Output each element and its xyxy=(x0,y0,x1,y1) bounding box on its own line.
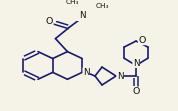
Text: N: N xyxy=(79,11,86,20)
Text: CH₃: CH₃ xyxy=(96,3,109,9)
Text: N: N xyxy=(117,71,123,80)
Text: N: N xyxy=(83,68,89,77)
Text: CH₃: CH₃ xyxy=(66,0,79,5)
Text: N: N xyxy=(133,58,139,67)
Text: O: O xyxy=(132,87,140,96)
Text: O: O xyxy=(46,17,53,26)
Text: O: O xyxy=(138,36,146,45)
